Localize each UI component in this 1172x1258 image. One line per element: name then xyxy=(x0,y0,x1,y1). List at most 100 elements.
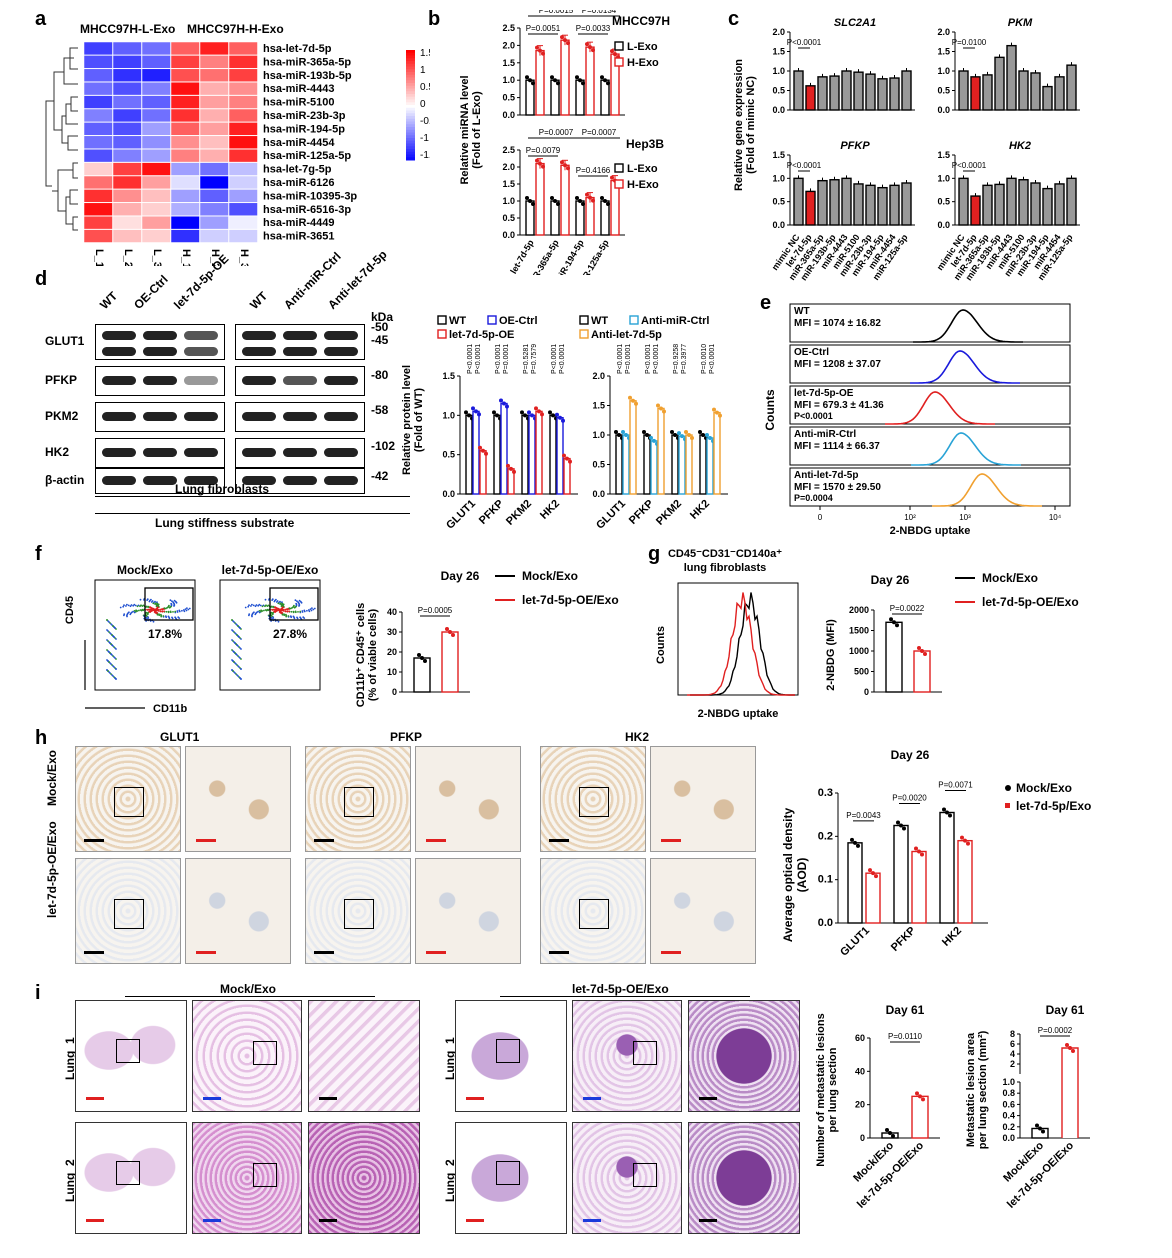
flow-event xyxy=(106,629,108,631)
data-point xyxy=(471,406,475,411)
tick-label: 0.0 xyxy=(1002,1133,1015,1143)
kda-marker: -50 xyxy=(371,320,389,334)
legend-marker xyxy=(1005,785,1011,791)
heatmap-cell xyxy=(228,68,258,82)
flow-event xyxy=(254,605,257,608)
p-value: P=0.7579 xyxy=(531,344,538,374)
scale-bar xyxy=(314,951,334,954)
kda-marker: -58 xyxy=(371,403,389,417)
flow-event xyxy=(271,599,273,601)
tick-label: 20 xyxy=(387,647,397,657)
h-ylabel: Average optical density xyxy=(781,808,795,943)
tick-label: 0.0 xyxy=(592,489,605,499)
data-point xyxy=(1035,1123,1039,1128)
legend-swatch xyxy=(406,66,415,70)
flow-event xyxy=(231,639,233,641)
scale-bar xyxy=(196,839,216,842)
histogram-curve xyxy=(910,350,1020,384)
data-point xyxy=(662,409,666,414)
flow-event xyxy=(280,605,283,607)
heatmap-cell xyxy=(141,148,171,163)
track-name: let-7d-5p-OE xyxy=(794,388,854,399)
tick-label: 1.5 xyxy=(502,58,515,68)
legend-swatch xyxy=(406,121,415,125)
tick-label: 10⁴ xyxy=(1049,513,1062,522)
scale-bar xyxy=(426,839,446,842)
data-point xyxy=(556,202,560,206)
flow-event xyxy=(280,609,283,612)
p-value: P<0.0001 xyxy=(787,161,822,170)
blot-band xyxy=(242,476,276,485)
blot-band xyxy=(283,331,317,340)
bar xyxy=(865,184,876,226)
flow-event xyxy=(236,634,238,636)
heatmap-cell xyxy=(112,175,142,190)
d-category: GLUT1 xyxy=(594,498,628,532)
scale-bar xyxy=(583,1097,601,1100)
tick-label: 1.5 xyxy=(772,47,785,57)
blot-band xyxy=(102,376,136,385)
zoom-region-box xyxy=(116,1161,140,1185)
h-category: HK2 xyxy=(940,925,964,949)
flow-event xyxy=(146,609,149,611)
bar xyxy=(528,414,536,495)
histogram-curve xyxy=(932,473,1042,507)
flow-event xyxy=(271,609,274,611)
legend-swatch xyxy=(406,149,415,153)
tick-label: 1.5 xyxy=(937,150,950,160)
flow-event xyxy=(149,611,151,613)
flow-event xyxy=(148,600,151,603)
bar xyxy=(829,179,840,226)
h-ylabel-2: (AOD) xyxy=(795,858,809,893)
bar xyxy=(560,164,570,236)
p-value: P=0.0001 xyxy=(625,344,632,374)
heatmap-cell xyxy=(199,122,229,136)
ihc-zoom-image xyxy=(185,746,291,852)
flow-event xyxy=(167,615,170,618)
heatmap-cell xyxy=(199,55,229,69)
bar xyxy=(793,70,804,111)
p-value: P=0.0043 xyxy=(846,811,881,820)
data-point xyxy=(581,202,585,206)
scale-bar xyxy=(661,951,681,954)
flow-event xyxy=(296,616,298,619)
tick-label: 2000 xyxy=(849,605,869,615)
caption-line-1 xyxy=(95,496,410,497)
flow-event xyxy=(136,605,139,608)
data-point xyxy=(531,202,535,206)
flow-event xyxy=(270,606,272,608)
p-value: P=0.3977 xyxy=(681,344,688,374)
bar xyxy=(629,400,637,495)
g-xlabel: 2-NBDG uptake xyxy=(698,708,779,720)
data-point xyxy=(659,406,663,411)
ihc-row-label: Mock/Exo xyxy=(45,749,59,806)
he-image xyxy=(688,1122,800,1234)
heatmap-cell xyxy=(170,135,200,149)
heatmap-col-label: L_1 xyxy=(93,249,105,266)
legend-label: let-7d-5p/Exo xyxy=(1016,799,1091,813)
legend-label: Mock/Exo xyxy=(982,571,1038,585)
flow-event xyxy=(167,610,170,613)
bar xyxy=(893,824,909,924)
zoom-region-box xyxy=(496,1161,520,1185)
blot-band xyxy=(102,448,136,457)
heatmap-cell xyxy=(112,122,142,136)
blot-band xyxy=(184,376,218,385)
gene-title: PFKP xyxy=(840,140,870,152)
blot-row-label: PKM2 xyxy=(45,409,79,423)
flow-plots-f: CD45 CD11b Mock/Exo 17.8% let-7d-5p-OE/Exo 27… xyxy=(64,563,321,715)
flow-event xyxy=(244,606,247,609)
heatmap-cell xyxy=(83,68,113,82)
d-ylabel-2: (Fold of WT) xyxy=(413,388,425,452)
heatmap-cell xyxy=(170,55,200,69)
flow-event xyxy=(106,649,108,651)
histogram-frame xyxy=(677,582,799,696)
data-point xyxy=(537,409,541,414)
blot-band xyxy=(143,412,177,421)
heatmap-cell xyxy=(112,229,142,243)
heatmap-row-label: hsa-miR-4454 xyxy=(263,137,335,149)
data-point xyxy=(499,398,503,403)
p-value: P<0.0001 xyxy=(645,344,652,374)
data-point xyxy=(690,436,694,440)
flow-event xyxy=(275,608,278,611)
